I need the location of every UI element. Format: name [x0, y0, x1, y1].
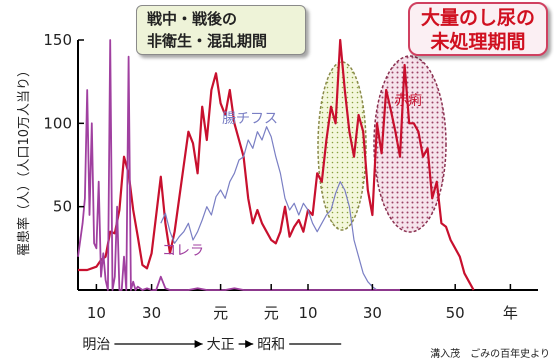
era-label: 昭和: [257, 337, 285, 353]
highlight-wartime-ellipse: [317, 61, 367, 231]
untreated-callout: 大量のし尿の 未処理期間: [408, 2, 548, 56]
x-tick-label: 元: [213, 304, 228, 322]
wartime-callout-line2: 非衛生・混乱期間: [147, 32, 268, 50]
era-arrow-head: [194, 340, 203, 348]
x-tick-label: 年: [503, 304, 518, 322]
y-tick-label: 100: [43, 114, 72, 132]
y-tick-label: 150: [43, 31, 72, 49]
series-annotation: 赤痢: [394, 93, 422, 109]
x-tick-label: 10: [87, 304, 106, 322]
series-annotation: コレラ: [162, 243, 204, 259]
untreated-callout-line1: 大量のし尿の: [420, 7, 535, 29]
x-tick-label: 10: [298, 304, 317, 322]
wartime-callout-line1: 戦中・戦後の: [147, 10, 238, 28]
x-tick-label: 50: [446, 304, 465, 322]
untreated-callout-line2: 未処理期間: [430, 31, 526, 53]
y-axis-label: 罹患率（人）（人口10万人当り）: [17, 63, 32, 257]
era-label: 大正: [207, 337, 235, 353]
era-label: 明治: [82, 337, 110, 353]
series-line-1: [78, 38, 475, 291]
source-note: 溝入茂 ごみの百年史より: [430, 349, 550, 360]
wartime-callout: 戦中・戦後の 非衛生・混乱期間: [136, 5, 306, 55]
series-annotation: 腸チフス: [222, 111, 278, 127]
era-arrow-head: [245, 340, 254, 348]
series-line-3: [77, 39, 400, 291]
series-line-2: [160, 126, 378, 291]
highlight-untreated-ellipse: [373, 55, 447, 233]
ticks-layer: 50 100 150 10 30 元 元 10 30 50 年明治 大正 昭和: [43, 31, 518, 353]
x-tick-label: 30: [142, 304, 161, 322]
x-tick-label: 元: [264, 304, 279, 322]
x-tick-label: 30: [363, 304, 382, 322]
axes: [77, 40, 538, 291]
y-tick-label: 50: [53, 198, 72, 216]
